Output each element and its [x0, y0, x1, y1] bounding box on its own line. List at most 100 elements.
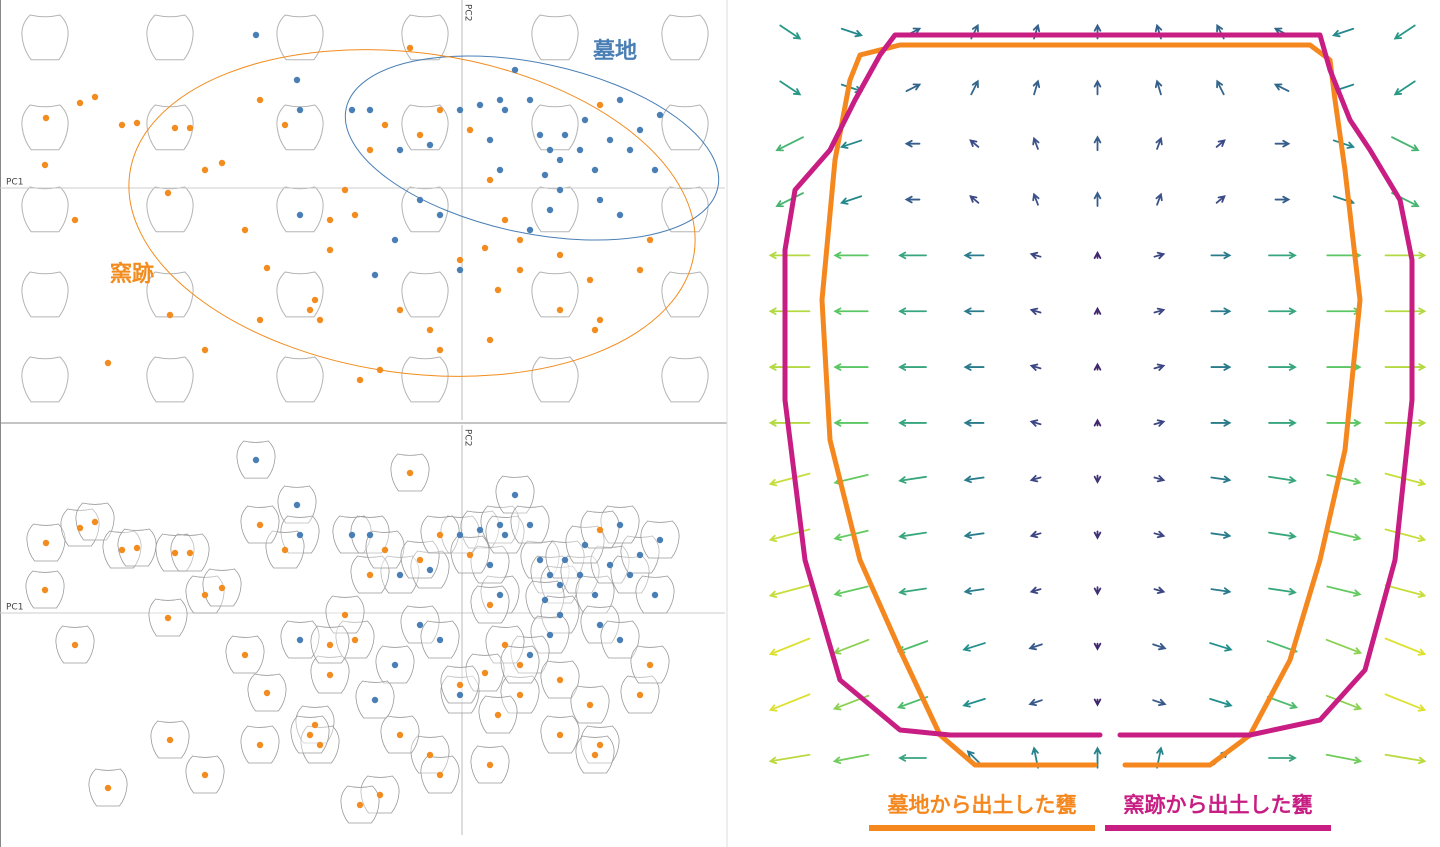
- point: [494, 286, 502, 294]
- background-jar: [401, 14, 449, 61]
- point: [541, 171, 549, 179]
- point: [252, 31, 260, 39]
- vector-arrow: [1210, 587, 1232, 595]
- background-jar: [661, 271, 709, 318]
- point: [91, 93, 99, 101]
- vector-arrow: [1268, 754, 1297, 762]
- point: [311, 296, 319, 304]
- vector-arrow: [898, 531, 927, 540]
- vector-arrow: [1274, 195, 1291, 204]
- point: [486, 601, 494, 609]
- point: [42, 114, 50, 122]
- outline: [782, 32, 1415, 738]
- point: [636, 691, 644, 699]
- point: [263, 689, 271, 697]
- point: [356, 801, 364, 809]
- point: [71, 216, 79, 224]
- outline: [819, 42, 1363, 768]
- point: [656, 111, 664, 119]
- vector-arrow: [904, 195, 921, 204]
- vector-arrow: [1209, 642, 1233, 652]
- background-jar: [661, 356, 709, 403]
- point: [366, 531, 374, 539]
- x-axis-label: PC1: [6, 603, 23, 613]
- vector-arrow: [1154, 79, 1163, 96]
- vector-arrow: [1326, 473, 1362, 486]
- vector-arrow: [1393, 24, 1416, 40]
- point: [396, 146, 404, 154]
- point: [656, 536, 664, 544]
- point: [576, 571, 584, 579]
- vector-arrow: [898, 475, 927, 484]
- vector-arrow: [1032, 192, 1040, 206]
- point: [306, 306, 314, 314]
- point: [456, 531, 464, 539]
- point: [636, 126, 644, 134]
- point: [371, 271, 379, 279]
- vector-arrow: [768, 307, 811, 316]
- vector-arrow: [1384, 693, 1427, 712]
- point: [351, 636, 359, 644]
- point: [366, 571, 374, 579]
- vector-arrow: [768, 693, 811, 712]
- point: [626, 571, 634, 579]
- vector-arrow: [1153, 251, 1166, 260]
- point: [186, 124, 194, 132]
- vector-arrow: [898, 754, 927, 762]
- point: [616, 211, 624, 219]
- vector-arrow: [1384, 307, 1427, 316]
- point: [201, 346, 209, 354]
- point: [281, 546, 289, 554]
- point: [546, 206, 554, 214]
- vector-arrow: [1093, 306, 1102, 315]
- point: [606, 136, 614, 144]
- point: [356, 376, 364, 384]
- vector-arrow: [1210, 475, 1232, 484]
- legend-label: 窯跡から出土した甕: [1124, 793, 1313, 817]
- vector-arrow: [1384, 528, 1427, 543]
- point: [133, 544, 141, 552]
- point: [164, 189, 172, 197]
- vector-arrow: [1325, 694, 1363, 711]
- vector-arrow: [1155, 192, 1163, 206]
- point: [596, 741, 604, 749]
- background-jar: [276, 14, 324, 61]
- vector-arrow: [1384, 584, 1427, 598]
- point: [296, 211, 304, 219]
- point: [118, 546, 126, 554]
- point: [416, 621, 424, 629]
- point: [501, 531, 509, 539]
- point: [651, 166, 659, 174]
- vector-arrow: [779, 80, 802, 96]
- vector-arrow: [1032, 136, 1040, 150]
- point: [486, 136, 494, 144]
- point: [466, 551, 474, 559]
- point: [526, 651, 534, 659]
- vector-arrow: [1153, 307, 1166, 316]
- legend-swatch: [1105, 825, 1331, 831]
- vector-arrow: [962, 698, 986, 708]
- point: [526, 226, 534, 234]
- point: [171, 549, 179, 557]
- background-jar: [21, 356, 69, 403]
- vector-arrow: [1029, 363, 1042, 371]
- point: [526, 521, 534, 529]
- point: [596, 316, 604, 324]
- point: [166, 311, 174, 319]
- background-jar: [146, 14, 194, 61]
- vector-arrow: [1384, 753, 1427, 765]
- background-jar: [531, 14, 579, 61]
- vector-arrow: [1326, 419, 1362, 427]
- point: [591, 166, 599, 174]
- vector-arrow: [963, 307, 985, 316]
- point: [366, 106, 374, 114]
- vector-arrow: [1029, 307, 1042, 316]
- point: [164, 614, 172, 622]
- point: [581, 541, 589, 549]
- background-jar: [146, 104, 194, 151]
- vector-arrow: [1393, 80, 1416, 96]
- vector-arrow: [1274, 139, 1291, 148]
- background-jar: [401, 356, 449, 403]
- vector-arrow: [1093, 474, 1102, 484]
- point: [296, 531, 304, 539]
